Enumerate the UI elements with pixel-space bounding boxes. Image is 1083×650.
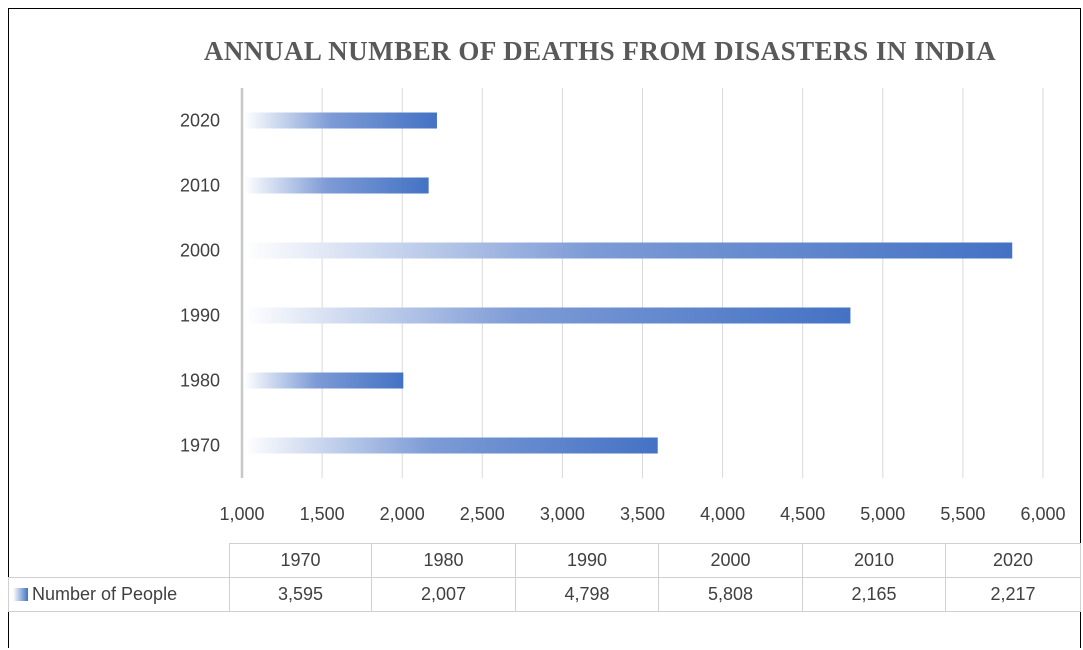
y-tick-label: 1970 — [180, 436, 220, 456]
legend-entry: Number of People — [8, 577, 230, 612]
y-tick-label: 1990 — [180, 306, 220, 326]
data-table-header-cell: 2020 — [945, 543, 1081, 578]
data-table-header-row: 1970 1980 1990 2000 2010 2020 — [8, 543, 1081, 578]
data-table-value-row: Number of People 3,595 2,007 4,798 5,808… — [8, 577, 1081, 612]
y-tick-label: 1980 — [180, 371, 220, 391]
bar — [244, 307, 851, 324]
legend-key-icon — [13, 588, 28, 601]
chart-title: ANNUAL NUMBER OF DEATHS FROM DISASTERS I… — [203, 36, 997, 66]
bar — [244, 112, 437, 129]
bar-chart: 1970 1980 1990 2000 2010 2020 1,000 1,500 2,000… — [180, 88, 1066, 524]
data-table-value-cell: 3,595 — [229, 577, 372, 612]
bar — [244, 372, 404, 389]
y-tick-label: 2020 — [180, 111, 220, 131]
bar — [244, 437, 658, 454]
bar — [244, 177, 429, 194]
data-table-header-cell: 1970 — [229, 543, 372, 578]
data-table-value-cell: 2,165 — [802, 577, 946, 612]
data-table-value-cell: 4,798 — [515, 577, 659, 612]
legend-label: Number of People — [32, 584, 178, 604]
data-table-corner — [8, 543, 230, 578]
data-table-header-cell: 2010 — [802, 543, 946, 578]
x-tick-label: 1,000 — [219, 504, 264, 524]
data-table-header-cell: 1990 — [515, 543, 659, 578]
bar — [244, 242, 1013, 259]
data-table-header-cell: 2000 — [658, 543, 803, 578]
data-table: 1970 1980 1990 2000 2010 2020 Number of … — [8, 543, 1081, 612]
x-tick-label: 6,000 — [1020, 504, 1065, 524]
data-table-header-cell: 1980 — [371, 543, 516, 578]
x-tick-label: 1,500 — [300, 504, 345, 524]
x-tick-label: 2,000 — [380, 504, 425, 524]
data-table-value-cell: 2,217 — [945, 577, 1081, 612]
x-tick-label: 3,500 — [620, 504, 665, 524]
x-tick-label: 4,000 — [700, 504, 745, 524]
x-tick-label: 5,500 — [940, 504, 985, 524]
chart-frame — [8, 8, 1081, 648]
x-tick-label: 3,000 — [540, 504, 585, 524]
data-table-value-cell: 5,808 — [658, 577, 803, 612]
y-tick-label: 2000 — [180, 241, 220, 261]
x-tick-label: 2,500 — [460, 504, 505, 524]
data-table-value-cell: 2,007 — [371, 577, 516, 612]
x-tick-label: 4,500 — [780, 504, 825, 524]
y-tick-label: 2010 — [180, 176, 220, 196]
x-tick-label: 5,000 — [860, 504, 905, 524]
